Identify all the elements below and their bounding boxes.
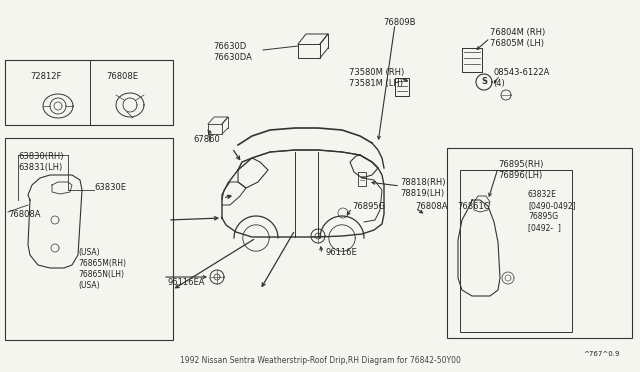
Text: 67860: 67860 [193,135,220,144]
Text: 72812F: 72812F [30,72,61,81]
Text: 76809B: 76809B [383,18,415,27]
Text: 76808A: 76808A [415,202,447,211]
Bar [460,170,572,332]
Text: 76630D
76630DA: 76630D 76630DA [213,42,252,62]
Text: ^767^0.9: ^767^0.9 [584,351,620,357]
Text: 63830(RH)
63831(LH): 63830(RH) 63831(LH) [18,152,63,172]
Text: 78818(RH)
78819(LH): 78818(RH) 78819(LH) [400,178,445,198]
Text: 76895G: 76895G [352,202,385,211]
Bar [447,148,632,338]
Text: 76808E: 76808E [106,72,138,81]
Text: 96116E: 96116E [325,248,356,257]
Text: 73580M (RH)
73581M (LH): 73580M (RH) 73581M (LH) [349,68,404,88]
Text: 08543-6122A
(4): 08543-6122A (4) [493,68,549,88]
Text: 1992 Nissan Sentra Weatherstrip-Roof Drip,RH Diagram for 76842-50Y00: 1992 Nissan Sentra Weatherstrip-Roof Dri… [180,356,460,365]
Bar [5,60,173,125]
Text: 96116EA: 96116EA [168,278,205,287]
Bar [5,138,173,340]
Text: 76808A: 76808A [8,210,40,219]
Text: 76861C: 76861C [457,202,490,211]
Text: S: S [481,77,487,87]
Text: (USA)
76865M(RH)
76865N(LH)
(USA): (USA) 76865M(RH) 76865N(LH) (USA) [78,248,126,290]
Text: 63832E
[0490-0492]
76895G
[0492-  ]: 63832E [0490-0492] 76895G [0492- ] [528,190,575,232]
Text: 76804M (RH)
76805M (LH): 76804M (RH) 76805M (LH) [490,28,545,48]
Text: 63830E: 63830E [94,183,126,192]
Text: 76895(RH)
76896(LH): 76895(RH) 76896(LH) [498,160,543,180]
